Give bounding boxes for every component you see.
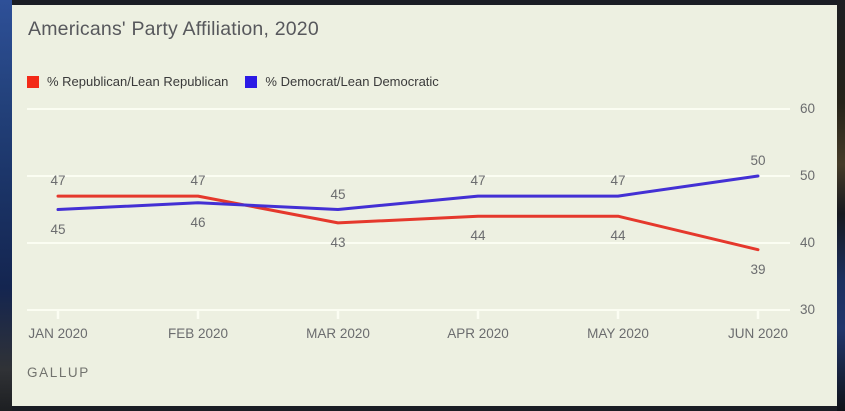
legend-item-democratic: % Democrat/Lean Democratic	[245, 74, 439, 89]
desktop-edge-left	[0, 0, 12, 411]
x-axis-label: JUN 2020	[727, 326, 789, 341]
legend-item-republican: % Republican/Lean Republican	[27, 74, 228, 89]
y-axis-label: 60	[800, 101, 816, 116]
value-label: 50	[750, 153, 766, 168]
value-label: 39	[750, 262, 766, 277]
chart-panel: Americans' Party Affiliation, 2020 % Rep…	[12, 5, 837, 406]
y-axis-label: 50	[800, 168, 816, 183]
x-axis-label: APR 2020	[447, 326, 509, 341]
value-label: 44	[610, 228, 626, 243]
x-axis-label: JAN 2020	[28, 326, 88, 341]
y-axis-label: 40	[800, 235, 816, 250]
desktop-edge-right	[837, 0, 845, 411]
y-axis-label: 30	[800, 302, 816, 317]
x-axis-label: MAR 2020	[306, 326, 370, 341]
chart-title: Americans' Party Affiliation, 2020	[28, 18, 319, 40]
democrat-swatch-icon	[245, 75, 258, 88]
value-label: 47	[190, 173, 206, 188]
source-gallup: GALLUP	[27, 365, 90, 380]
value-label: 47	[50, 173, 66, 188]
chart-plot	[27, 108, 790, 319]
value-label: 47	[610, 173, 626, 188]
legend-label-republican: % Republican/Lean Republican	[47, 74, 229, 89]
value-label: 45	[50, 222, 66, 237]
x-axis-label: MAY 2020	[587, 326, 649, 341]
value-label: 45	[330, 187, 346, 202]
x-axis-label: FEB 2020	[167, 326, 229, 341]
value-label: 46	[190, 215, 206, 230]
value-label: 47	[470, 173, 486, 188]
value-label: 43	[330, 235, 346, 250]
republican-swatch-icon	[27, 75, 39, 88]
legend-label-democratic: % Democrat/Lean Democratic	[265, 74, 439, 89]
chart-legend: % Republican/Lean Republican % Democrat/…	[27, 74, 439, 89]
value-label: 44	[470, 228, 486, 243]
